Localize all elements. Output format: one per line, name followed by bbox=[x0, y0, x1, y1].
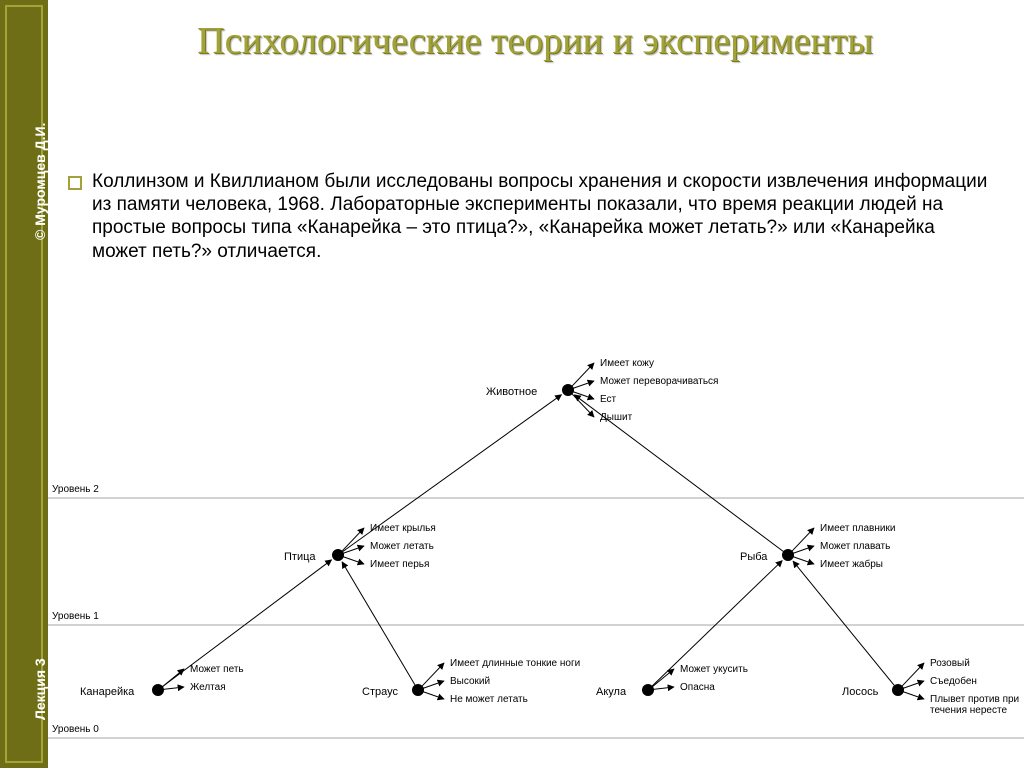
attribute-label: Опасна bbox=[680, 682, 715, 693]
attribute-label: Ест bbox=[600, 394, 617, 405]
attribute-label: Высокий bbox=[450, 676, 490, 687]
node-label: Страус bbox=[362, 686, 398, 698]
level-label: Уровень 0 bbox=[52, 724, 99, 735]
hierarchy-edge bbox=[163, 560, 332, 687]
hierarchy-edge bbox=[342, 562, 415, 685]
node-ostrich bbox=[412, 684, 424, 696]
bullet-icon bbox=[68, 176, 82, 190]
attribute-label: Имеет длинные тонкие ноги bbox=[450, 658, 580, 669]
slide-body: Коллинзом и Квиллианом были исследованы … bbox=[92, 170, 992, 263]
attribute-edge bbox=[652, 687, 674, 690]
attribute-label: Имеет кожу bbox=[600, 358, 654, 369]
attribute-label: Может летать bbox=[370, 541, 434, 552]
node-salmon bbox=[892, 684, 904, 696]
node-label: Птица bbox=[284, 551, 316, 563]
attribute-edge bbox=[792, 556, 814, 564]
node-label: Акула bbox=[596, 686, 627, 698]
node-shark bbox=[642, 684, 654, 696]
attribute-edge bbox=[162, 669, 184, 687]
attribute-label: Имеет перья bbox=[370, 559, 429, 570]
node-label: Лосось bbox=[842, 686, 879, 698]
node-animal bbox=[562, 384, 574, 396]
sidebar: © Муромцев Д.И. Лекция 3 bbox=[0, 0, 48, 768]
node-label: Канарейка bbox=[80, 686, 135, 698]
attribute-edge bbox=[902, 691, 924, 699]
attribute-edge bbox=[162, 687, 184, 690]
attribute-label: Не может летать bbox=[450, 694, 528, 705]
attribute-label: Может плавать bbox=[820, 541, 890, 552]
node-label: Рыба bbox=[740, 551, 768, 563]
node-bird bbox=[332, 549, 344, 561]
sidebar-author: © Муромцев Д.И. bbox=[32, 123, 48, 240]
level-label: Уровень 2 bbox=[52, 484, 99, 495]
attribute-label: Имеет плавники bbox=[820, 523, 895, 534]
attribute-edge bbox=[652, 669, 674, 687]
attribute-label: Может укусить bbox=[680, 664, 748, 675]
attribute-label: Дышит bbox=[600, 412, 633, 423]
sidebar-border bbox=[5, 5, 43, 763]
attribute-label: Желтая bbox=[190, 682, 226, 693]
sidebar-lecture: Лекция 3 bbox=[32, 658, 48, 720]
attribute-label: Может петь bbox=[190, 664, 244, 675]
slide-title: Психологические теории и эксперименты bbox=[60, 20, 1010, 64]
attribute-label: Съедобен bbox=[930, 675, 977, 687]
attribute-edge bbox=[422, 691, 444, 699]
attribute-edge bbox=[342, 556, 364, 564]
node-canary bbox=[152, 684, 164, 696]
hierarchy-edge bbox=[793, 561, 894, 685]
node-label: Животное bbox=[486, 386, 537, 398]
attribute-label: Плывет против притечения нересте bbox=[930, 694, 1019, 716]
semantic-network-diagram: Уровень 2 Уровень 1 Уровень 0 Имеет кожу Мож… bbox=[48, 330, 1024, 768]
attribute-label: Имеет жабры bbox=[820, 558, 883, 570]
level-label: Уровень 1 bbox=[52, 611, 99, 622]
node-fish bbox=[782, 549, 794, 561]
attribute-label: Розовый bbox=[930, 658, 970, 669]
attribute-label: Имеет крылья bbox=[370, 523, 436, 534]
attribute-label: Может переворачиваться bbox=[600, 376, 718, 387]
